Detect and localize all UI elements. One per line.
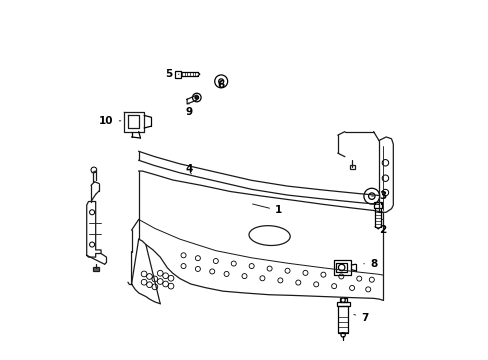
- Bar: [336, 263, 346, 272]
- Text: 3: 3: [371, 191, 386, 201]
- Text: 5: 5: [165, 69, 179, 79]
- Circle shape: [340, 298, 345, 302]
- Circle shape: [340, 333, 345, 337]
- Bar: [333, 260, 351, 275]
- Text: 1: 1: [252, 204, 282, 216]
- Text: 6: 6: [217, 80, 224, 90]
- Text: 2: 2: [378, 220, 386, 235]
- Text: 4: 4: [185, 164, 192, 174]
- Circle shape: [192, 93, 201, 102]
- Bar: [338, 306, 347, 333]
- Bar: [373, 202, 382, 208]
- Bar: [93, 267, 99, 271]
- Text: 10: 10: [99, 116, 121, 126]
- Text: 8: 8: [363, 259, 376, 269]
- Bar: [339, 298, 346, 302]
- Text: 7: 7: [353, 313, 367, 323]
- Bar: [175, 71, 181, 78]
- Bar: [349, 165, 354, 169]
- Bar: [336, 302, 349, 306]
- Circle shape: [195, 96, 198, 99]
- Text: 9: 9: [185, 103, 192, 117]
